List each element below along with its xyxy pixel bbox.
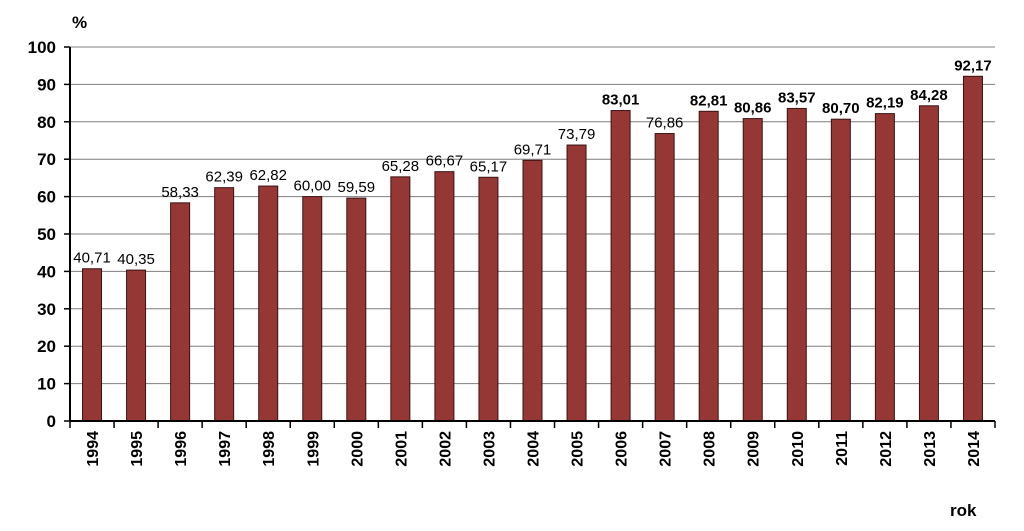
x-tick-label: 1996 <box>173 431 190 467</box>
data-label: 60,00 <box>293 178 331 195</box>
bar <box>962 75 983 422</box>
data-label: 76,86 <box>646 115 684 132</box>
x-tick-label: 1997 <box>217 431 234 467</box>
y-tick-label: 30 <box>37 300 56 319</box>
bar <box>918 105 939 422</box>
x-tick-label: 2003 <box>481 431 498 467</box>
bar <box>698 110 719 422</box>
x-tick-label: 1994 <box>85 431 102 467</box>
data-labels: 40,71 40,35 58,33 62,39 62,82 60,00 59,59 65,28… <box>73 57 991 268</box>
data-label: 65,17 <box>470 158 508 175</box>
data-label: 82,81 <box>690 92 728 109</box>
x-tick-label: 2008 <box>702 431 719 467</box>
bar <box>566 144 587 422</box>
data-label: 83,57 <box>778 89 816 106</box>
y-tick-label: 90 <box>37 75 56 94</box>
bar <box>346 197 367 422</box>
x-axis-label: rok <box>950 501 977 520</box>
x-tick-label: 2000 <box>349 431 366 467</box>
x-tick-label: 2011 <box>834 431 851 466</box>
bar <box>522 159 543 422</box>
bar <box>610 110 631 422</box>
y-tick-label: 20 <box>37 337 56 356</box>
y-axis-label: % <box>72 13 87 32</box>
y-tick-label: 0 <box>47 412 56 431</box>
y-tick-label: 10 <box>37 375 56 394</box>
x-tick-label: 2001 <box>393 431 410 467</box>
data-label: 62,39 <box>205 169 243 186</box>
bar <box>302 196 323 422</box>
bar <box>742 118 763 422</box>
data-label: 73,79 <box>558 126 596 143</box>
bar <box>390 176 411 422</box>
bars <box>82 75 983 422</box>
x-tick-label: 2002 <box>437 431 454 467</box>
x-tick-label: 2004 <box>526 431 543 467</box>
data-label: 92,17 <box>954 57 992 74</box>
x-tick-label: 2005 <box>570 431 587 467</box>
bar <box>258 185 279 422</box>
bar <box>478 176 499 422</box>
x-tick-label: 2013 <box>922 431 939 467</box>
bar <box>170 202 191 422</box>
y-tick-labels: 0 10 20 30 40 50 60 70 80 90 100 <box>28 38 70 431</box>
y-tick-label: 40 <box>37 262 56 281</box>
bar <box>786 107 807 422</box>
bar <box>434 171 455 422</box>
data-label: 40,35 <box>117 251 155 268</box>
bar <box>82 268 103 422</box>
x-tick-labels: 1994 1995 1996 1997 1998 1999 2000 2001 2002 2003… <box>69 421 996 467</box>
y-tick-label: 80 <box>37 113 56 132</box>
x-tick-label: 1998 <box>261 431 278 467</box>
data-label: 80,70 <box>822 100 860 117</box>
bar <box>830 118 851 422</box>
data-label: 66,67 <box>426 153 464 170</box>
x-tick-label: 2010 <box>790 431 807 467</box>
bar <box>874 113 895 422</box>
data-label: 65,28 <box>382 158 420 175</box>
data-label: 83,01 <box>602 92 640 109</box>
y-tick-label: 100 <box>28 38 56 57</box>
data-label: 59,59 <box>338 179 376 196</box>
data-label: 58,33 <box>161 184 199 201</box>
x-tick-label: 2012 <box>878 431 895 467</box>
data-label: 84,28 <box>910 87 948 104</box>
x-tick-label: 2007 <box>658 431 675 467</box>
bar <box>126 269 147 422</box>
x-tick-label: 2006 <box>614 431 631 467</box>
y-tick-label: 50 <box>37 225 56 244</box>
x-tick-label: 1995 <box>129 431 146 467</box>
y-tick-label: 70 <box>37 150 56 169</box>
data-label: 69,71 <box>514 141 552 158</box>
y-tick-label: 60 <box>37 188 56 207</box>
x-tick-label: 1999 <box>305 431 322 467</box>
data-label: 82,19 <box>866 95 904 112</box>
data-label: 62,82 <box>249 167 287 184</box>
data-label: 40,71 <box>73 250 111 267</box>
x-tick-label: 2009 <box>746 431 763 467</box>
data-label: 80,86 <box>734 100 772 117</box>
bar <box>214 187 235 422</box>
x-tick-label: 2014 <box>966 431 983 467</box>
bar <box>654 133 675 422</box>
